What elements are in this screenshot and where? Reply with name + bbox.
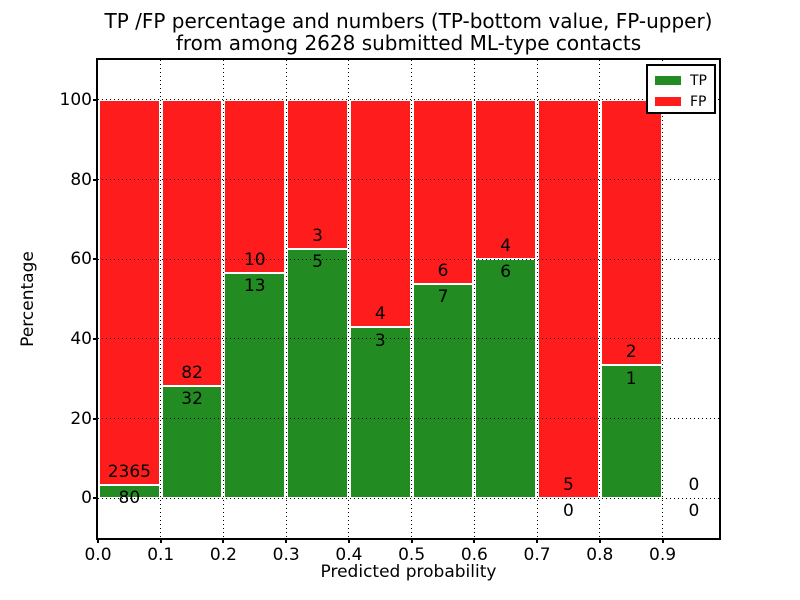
fp-count-label: 4: [374, 304, 386, 325]
x-tick-label: 0.8: [586, 545, 614, 565]
h-gridline: [98, 258, 719, 260]
bar-tp-segment: [287, 249, 348, 499]
v-gridline: [662, 60, 664, 538]
x-tick-mark: [285, 538, 288, 543]
y-tick-label: 20: [70, 408, 92, 429]
legend: TP FP: [646, 64, 716, 114]
x-tick-label: 0.0: [84, 545, 112, 565]
v-gridline: [348, 60, 350, 538]
x-tick-label: 0.2: [209, 545, 237, 565]
h-gridline: [98, 418, 719, 419]
fp-count-label: 3: [312, 226, 323, 247]
y-tick-label: 0: [81, 488, 92, 509]
bar-fp-segment: [600, 99, 662, 366]
x-tick-label: 0.9: [649, 545, 677, 565]
x-tick-label: 0.7: [523, 545, 551, 565]
x-tick-mark: [536, 538, 539, 543]
tp-count-label: 7: [437, 286, 449, 307]
x-tick-mark: [222, 538, 225, 543]
bar-tp-segment: [349, 327, 411, 499]
y-tick-label: 60: [70, 249, 92, 270]
bar-tp-segment: [99, 485, 160, 499]
x-tick-mark: [473, 538, 476, 543]
fp-count-label: 2365: [107, 461, 151, 482]
bar-tp-segment: [600, 365, 662, 499]
bar-tp-segment: [475, 259, 537, 499]
x-tick-label: 0.5: [398, 545, 426, 565]
fp-count-label: 5: [563, 475, 574, 496]
fp-color-swatch: [655, 97, 681, 106]
h-gridline: [98, 179, 719, 180]
tp-count-label: 6: [500, 262, 512, 283]
y-tick-label: 100: [59, 89, 92, 110]
bar-fp-segment: [412, 99, 474, 284]
x-tick-label: 0.1: [147, 545, 175, 565]
x-tick-mark: [159, 538, 162, 543]
v-gridline: [536, 60, 538, 538]
x-tick-label: 0.4: [335, 545, 363, 565]
v-gridline: [222, 60, 224, 538]
legend-item-tp: TP: [655, 70, 714, 91]
x-tick-mark: [661, 538, 664, 543]
tp-count-label: 13: [243, 276, 266, 297]
v-gridline: [473, 60, 475, 538]
bar-fp-segment: [161, 99, 223, 387]
chart-title: TP /FP percentage and numbers (TP-bottom…: [98, 10, 719, 54]
chart-title-line1: TP /FP percentage and numbers (TP-bottom…: [104, 9, 713, 33]
bar-tp-segment: [161, 386, 223, 499]
tp-count-label: 0: [563, 501, 574, 522]
bar-fp-segment: [538, 99, 599, 499]
fp-count-label: 6: [437, 260, 449, 281]
v-gridline: [160, 60, 162, 538]
v-gridline: [599, 60, 601, 538]
legend-label-tp: TP: [690, 72, 707, 89]
bar-fp-segment: [224, 99, 286, 274]
y-tick-mark: [93, 337, 98, 340]
tp-count-label: 3: [374, 330, 386, 351]
v-gridline: [285, 60, 287, 538]
v-gridline: [411, 60, 413, 538]
x-tick-label: 0.6: [460, 545, 488, 565]
tp-count-label: 1: [625, 368, 637, 389]
bar-tp-segment: [412, 283, 474, 499]
fp-count-label: 2: [625, 342, 637, 363]
y-axis-label: Percentage: [18, 251, 38, 347]
tp-count-label: 80: [118, 488, 141, 509]
fp-count-label: 10: [243, 249, 266, 270]
bar-fp-segment: [349, 99, 411, 328]
legend-item-fp: FP: [655, 91, 714, 112]
y-tick-label: 40: [70, 328, 92, 349]
tp-count-label: 0: [688, 501, 700, 522]
chart-title-line2: from among 2628 submitted ML-type contac…: [175, 31, 642, 55]
bar-tp-segment: [224, 273, 286, 499]
h-gridline: [98, 497, 719, 499]
h-gridline: [98, 338, 719, 340]
y-tick-mark: [93, 98, 98, 101]
x-tick-mark: [410, 538, 413, 543]
bar-fp-segment: [99, 99, 160, 486]
x-tick-mark: [598, 538, 601, 543]
y-tick-label: 80: [70, 169, 92, 190]
tp-count-label: 32: [181, 389, 203, 410]
x-tick-label: 0.3: [272, 545, 300, 565]
legend-label-fp: FP: [690, 93, 707, 110]
y-tick-mark: [93, 417, 98, 420]
x-tick-mark: [97, 538, 99, 543]
fp-count-label: 82: [181, 363, 203, 384]
tp-count-label: 5: [312, 252, 323, 273]
y-tick-mark: [93, 178, 98, 181]
y-tick-mark: [93, 258, 98, 261]
bar-fp-segment: [287, 99, 348, 250]
fp-count-label: 0: [688, 475, 700, 496]
x-axis-label: Predicted probability: [320, 562, 497, 582]
h-gridline: [98, 99, 719, 101]
x-tick-mark: [347, 538, 350, 543]
fp-count-label: 4: [500, 236, 512, 257]
y-tick-mark: [93, 497, 98, 500]
tp-color-swatch: [655, 76, 681, 85]
